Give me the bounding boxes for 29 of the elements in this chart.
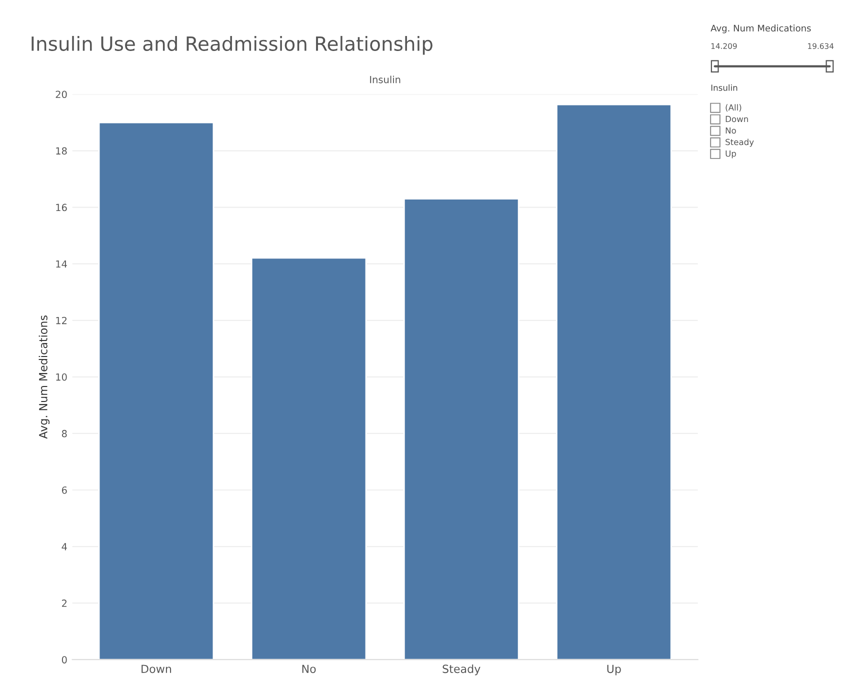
text: (All) [726,104,742,112]
x-axis-title: Insulin [370,76,400,84]
y-axis-title: Avg. Num Medications [38,316,50,439]
y-tick-label: 8 [62,430,67,438]
y-tick-label: 6 [62,486,67,494]
x-tick-label: Down [142,664,172,674]
y-tick-label: 12 [56,316,66,324]
text: Up [726,150,736,158]
y-tick-label: 18 [56,147,67,155]
y-tick-label: 4 [62,543,67,550]
y-tick-label: 20 [56,90,67,98]
bar [250,257,367,660]
chart-title: Insulin Use and Readmission Relationship [32,36,432,55]
text: Steady [726,138,754,147]
text: Insulin [711,84,738,91]
y-tick-label: 0 [62,656,67,664]
x-tick-label: No [302,664,316,674]
bar [556,104,672,660]
text: No [726,127,736,134]
y-tick-label: 14 [56,260,67,268]
y-tick-label: 10 [56,373,67,381]
bar [98,122,214,660]
x-tick-label: Up [607,664,621,676]
y-tick-label: 2 [62,600,66,607]
x-tick-label: Steady [442,664,480,676]
y-tick-label: 16 [56,204,67,212]
text: Down [726,116,748,122]
text: Avg. Num Medications [710,24,811,34]
bar [403,198,520,660]
